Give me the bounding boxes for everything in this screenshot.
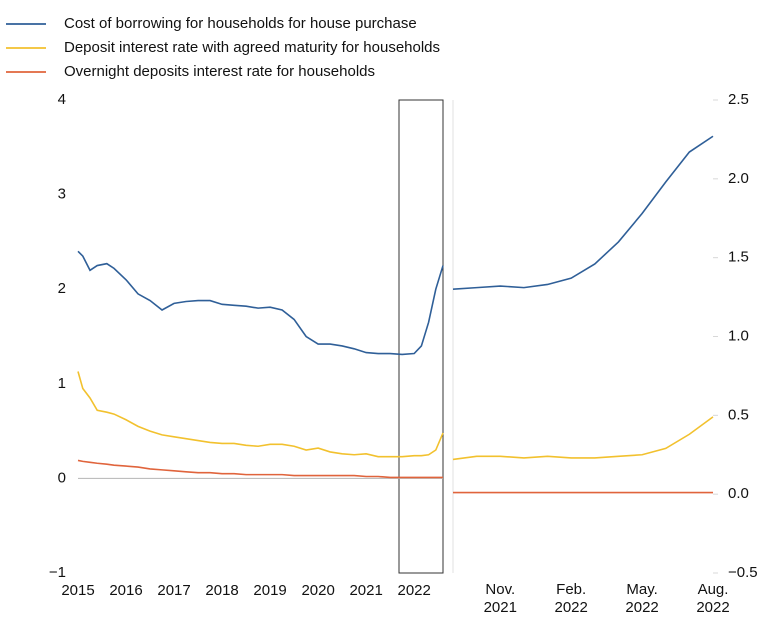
- x-tick-label: May. 2022: [625, 581, 659, 616]
- y-tick-label: −0.5: [728, 564, 758, 581]
- y-tick-label: 1.5: [728, 249, 749, 266]
- y-tick-label: 0.0: [728, 485, 749, 502]
- series-line: [77, 371, 444, 458]
- x-tick-label: Nov. 2021: [483, 581, 517, 616]
- y-tick-label: 1.0: [728, 327, 749, 344]
- legend-label: Cost of borrowing for households for hou…: [64, 15, 417, 32]
- x-tick-label: 2016: [109, 582, 142, 599]
- x-tick-label: 2022: [397, 582, 430, 599]
- y-tick-label: 2: [58, 280, 66, 297]
- y-tick-label: 4: [58, 91, 66, 108]
- y-tick-label: 2.0: [728, 170, 749, 187]
- highlight-box: [398, 99, 444, 574]
- y-tick-label: 2.5: [728, 91, 749, 108]
- x-tick-label: 2018: [205, 582, 238, 599]
- x-tick-label: 2015: [61, 582, 94, 599]
- series-line: [77, 250, 444, 356]
- x-tick-label: Feb. 2022: [554, 581, 588, 616]
- y-tick-label: 0: [58, 469, 66, 486]
- legend-label: Deposit interest rate with agreed maturi…: [64, 39, 440, 56]
- series-line: [452, 416, 714, 461]
- y-tick-label: 0.5: [728, 406, 749, 423]
- x-tick-label: 2019: [253, 582, 286, 599]
- x-tick-label: 2017: [157, 582, 190, 599]
- y-tick-label: 1: [58, 375, 66, 392]
- y-tick-label: −1: [49, 564, 66, 581]
- x-tick-label: Aug. 2022: [696, 581, 730, 616]
- y-tick-label: 3: [58, 186, 66, 203]
- x-tick-label: 2020: [301, 582, 334, 599]
- series-line: [77, 459, 443, 479]
- legend-label: Overnight deposits interest rate for hou…: [64, 63, 375, 80]
- series-line: [452, 135, 714, 290]
- x-tick-label: 2021: [349, 582, 382, 599]
